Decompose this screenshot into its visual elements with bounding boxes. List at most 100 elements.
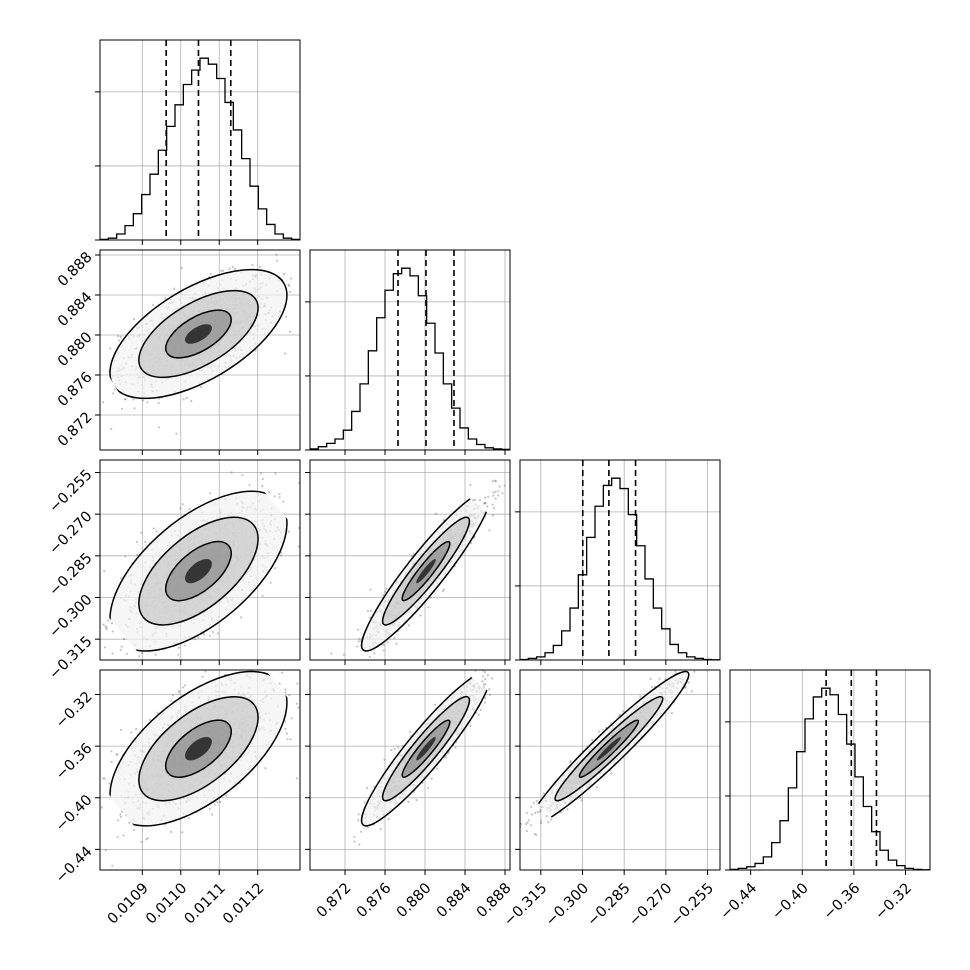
sample-point bbox=[302, 534, 304, 536]
sample-point bbox=[357, 819, 360, 822]
sample-point bbox=[183, 684, 187, 687]
sample-point bbox=[278, 682, 281, 685]
sample-point bbox=[387, 818, 390, 821]
sample-point bbox=[118, 339, 121, 342]
sample-point bbox=[493, 656, 495, 658]
sample-point bbox=[488, 529, 491, 532]
sample-point bbox=[288, 644, 290, 646]
sample-point bbox=[486, 505, 489, 508]
histogram-step-line bbox=[310, 267, 510, 450]
sample-point bbox=[483, 670, 486, 674]
sample-point bbox=[501, 492, 504, 495]
sample-point bbox=[273, 495, 276, 498]
histogram-panel-0 bbox=[95, 39, 301, 245]
sample-point bbox=[97, 353, 99, 355]
sample-point bbox=[103, 570, 106, 573]
scatter-panel-3-1 bbox=[305, 656, 511, 875]
sample-point bbox=[434, 703, 437, 706]
sample-point bbox=[482, 683, 485, 686]
sample-point bbox=[251, 264, 254, 267]
sample-point bbox=[435, 512, 438, 515]
sample-point bbox=[104, 625, 107, 628]
sample-point bbox=[170, 699, 173, 702]
sample-point bbox=[157, 401, 160, 405]
sample-point bbox=[202, 633, 206, 636]
panel-frame bbox=[309, 459, 511, 661]
sample-point bbox=[140, 652, 144, 655]
sample-point bbox=[359, 830, 362, 833]
sample-point bbox=[144, 540, 147, 544]
sample-point bbox=[407, 624, 410, 627]
sample-point bbox=[82, 622, 84, 624]
sample-point bbox=[409, 730, 412, 734]
sample-point bbox=[248, 483, 251, 487]
sample-point bbox=[479, 708, 482, 712]
sample-point bbox=[285, 732, 288, 735]
sample-point bbox=[407, 800, 410, 804]
sample-point bbox=[285, 315, 288, 318]
sample-point bbox=[122, 834, 125, 837]
sample-point bbox=[211, 630, 214, 634]
sample-point bbox=[261, 594, 264, 597]
density-contour-3 bbox=[184, 736, 212, 761]
sample-point bbox=[369, 588, 372, 591]
sample-point bbox=[284, 727, 287, 731]
sample-point bbox=[183, 644, 186, 647]
sample-point bbox=[260, 472, 263, 475]
sample-point bbox=[92, 833, 94, 835]
sample-point bbox=[282, 500, 285, 503]
sample-point bbox=[286, 738, 289, 741]
sample-point bbox=[288, 664, 290, 666]
sample-point bbox=[199, 386, 203, 389]
sample-point bbox=[116, 753, 119, 756]
sample-point bbox=[415, 799, 418, 802]
sample-point bbox=[89, 678, 91, 680]
sample-point bbox=[412, 552, 415, 556]
sample-point bbox=[188, 508, 191, 511]
sample-point bbox=[305, 541, 307, 543]
sample-point bbox=[302, 332, 304, 334]
sample-point bbox=[279, 554, 283, 557]
scatter-panel-1-0 bbox=[95, 249, 304, 455]
sample-point bbox=[390, 749, 393, 752]
sample-point bbox=[141, 399, 145, 402]
sample-point bbox=[366, 610, 369, 613]
sample-point bbox=[210, 813, 214, 816]
sample-point bbox=[209, 272, 212, 275]
sample-point bbox=[483, 501, 486, 504]
sample-point bbox=[275, 259, 279, 262]
sample-point bbox=[357, 640, 360, 643]
sample-point bbox=[430, 777, 433, 780]
sample-point bbox=[280, 551, 283, 554]
sample-point bbox=[104, 849, 107, 852]
sample-point bbox=[520, 822, 523, 826]
sample-point bbox=[454, 746, 457, 749]
sample-point bbox=[484, 496, 487, 499]
sample-point bbox=[182, 667, 184, 669]
sample-point bbox=[397, 746, 400, 749]
sample-point bbox=[356, 645, 359, 648]
sample-point bbox=[358, 843, 361, 846]
sample-point bbox=[193, 638, 196, 641]
sample-point bbox=[88, 829, 90, 831]
histogram-step-line bbox=[520, 477, 720, 660]
sample-point bbox=[597, 730, 601, 733]
sample-point bbox=[190, 400, 193, 403]
sample-point bbox=[503, 484, 506, 487]
sample-point bbox=[481, 680, 484, 683]
sample-point bbox=[484, 701, 487, 704]
sample-point bbox=[366, 826, 369, 829]
sample-point bbox=[258, 265, 262, 268]
sample-point bbox=[362, 686, 364, 688]
sample-point bbox=[353, 840, 356, 843]
sample-point bbox=[283, 352, 286, 355]
sample-point bbox=[146, 401, 149, 404]
sample-point bbox=[115, 663, 117, 665]
sample-point bbox=[187, 817, 191, 820]
sample-point bbox=[209, 492, 212, 495]
sample-point bbox=[178, 691, 181, 694]
scatter-panel-2-0 bbox=[82, 459, 307, 680]
sample-point bbox=[154, 653, 157, 656]
sample-point bbox=[436, 767, 439, 770]
sample-point bbox=[182, 398, 185, 401]
